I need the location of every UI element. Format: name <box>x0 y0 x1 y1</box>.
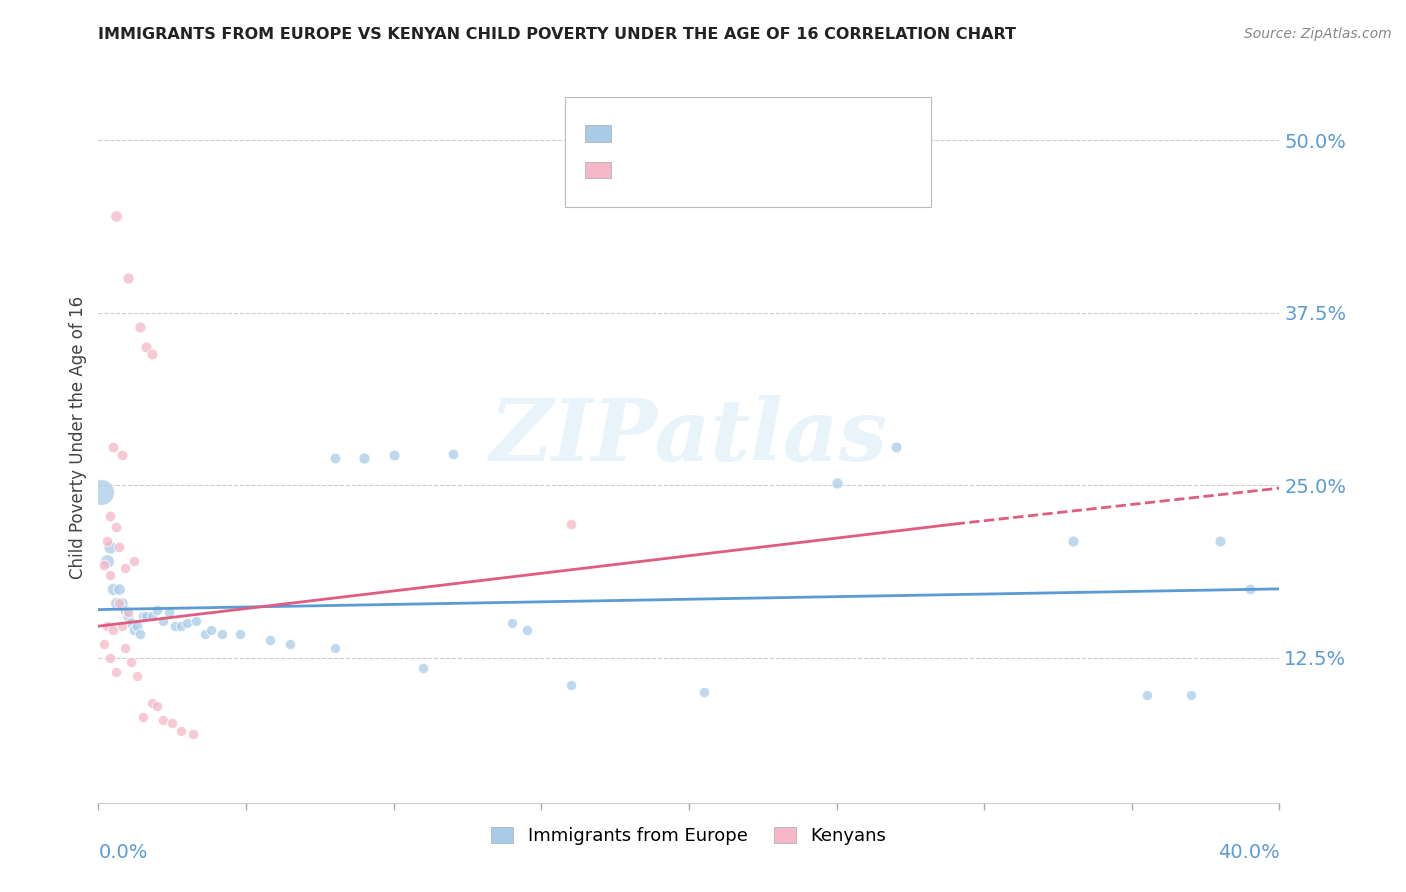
Point <box>105 209 128 223</box>
Point <box>98 541 121 555</box>
Point <box>1239 582 1261 596</box>
Point <box>181 727 204 741</box>
Point <box>135 340 157 354</box>
Point <box>105 596 128 610</box>
Point <box>122 624 145 638</box>
Point <box>135 609 157 624</box>
Point <box>165 619 187 633</box>
Point <box>96 619 118 633</box>
Point <box>132 609 155 624</box>
Point <box>1136 688 1159 702</box>
Point <box>128 319 150 334</box>
Point <box>96 533 118 548</box>
Point <box>1180 688 1202 702</box>
Point <box>98 651 121 665</box>
Point <box>108 541 131 555</box>
FancyBboxPatch shape <box>585 162 612 178</box>
Point <box>280 637 302 651</box>
Point <box>117 609 139 624</box>
Point <box>560 678 582 692</box>
Point <box>132 710 155 724</box>
Point <box>111 596 134 610</box>
Point <box>120 655 142 669</box>
Point <box>98 568 121 582</box>
Point <box>103 440 125 454</box>
Point <box>117 605 139 619</box>
Point <box>128 627 150 641</box>
FancyBboxPatch shape <box>565 97 931 207</box>
Point <box>111 619 134 633</box>
Point <box>353 450 375 465</box>
Point <box>103 624 125 638</box>
Point <box>146 699 169 714</box>
Point <box>412 660 434 674</box>
Point <box>152 713 174 727</box>
Point <box>170 619 193 633</box>
Point <box>93 637 115 651</box>
FancyBboxPatch shape <box>585 126 612 142</box>
Point <box>382 448 405 462</box>
Point <box>98 508 121 523</box>
Point <box>108 596 131 610</box>
Point <box>516 624 538 638</box>
Text: ZIPatlas: ZIPatlas <box>489 395 889 479</box>
Text: N = 46: N = 46 <box>752 125 820 143</box>
Point <box>323 641 346 656</box>
Point <box>157 605 180 619</box>
Point <box>884 440 907 454</box>
Point <box>176 616 198 631</box>
Point <box>114 602 136 616</box>
Point <box>96 554 118 568</box>
Legend: Immigrants from Europe, Kenyans: Immigrants from Europe, Kenyans <box>484 820 894 852</box>
Point <box>103 582 125 596</box>
Point <box>441 447 464 461</box>
Point <box>93 558 115 573</box>
Text: IMMIGRANTS FROM EUROPE VS KENYAN CHILD POVERTY UNDER THE AGE OF 16 CORRELATION C: IMMIGRANTS FROM EUROPE VS KENYAN CHILD P… <box>98 27 1017 42</box>
Point <box>141 697 163 711</box>
Point <box>323 450 346 465</box>
Point <box>122 554 145 568</box>
Point <box>114 561 136 575</box>
Point <box>1062 533 1084 548</box>
Point <box>229 627 252 641</box>
Text: R = 0.039: R = 0.039 <box>623 125 713 143</box>
Point <box>184 614 207 628</box>
Text: N = 34: N = 34 <box>752 161 820 179</box>
Point <box>141 609 163 624</box>
Point <box>200 624 222 638</box>
Point <box>146 602 169 616</box>
Point <box>693 685 716 699</box>
Point <box>1209 533 1232 548</box>
Point <box>170 724 193 739</box>
Text: R = 0.083: R = 0.083 <box>623 161 713 179</box>
Point <box>125 669 148 683</box>
Point <box>152 614 174 628</box>
Point <box>90 485 112 500</box>
Point <box>194 627 217 641</box>
Text: Source: ZipAtlas.com: Source: ZipAtlas.com <box>1244 27 1392 41</box>
Point <box>825 475 848 490</box>
Point <box>105 520 128 534</box>
Point <box>162 715 183 730</box>
Text: 40.0%: 40.0% <box>1218 843 1279 862</box>
Point <box>259 632 281 647</box>
Point <box>125 619 148 633</box>
Point <box>501 616 523 631</box>
Y-axis label: Child Poverty Under the Age of 16: Child Poverty Under the Age of 16 <box>69 295 87 579</box>
Point <box>111 448 134 462</box>
Point <box>105 665 128 679</box>
Point <box>560 516 582 531</box>
Point <box>114 641 136 656</box>
Point <box>117 271 139 285</box>
Point <box>120 616 142 631</box>
Point <box>108 582 131 596</box>
Point <box>141 347 163 361</box>
Text: 0.0%: 0.0% <box>98 843 148 862</box>
Point <box>211 627 233 641</box>
